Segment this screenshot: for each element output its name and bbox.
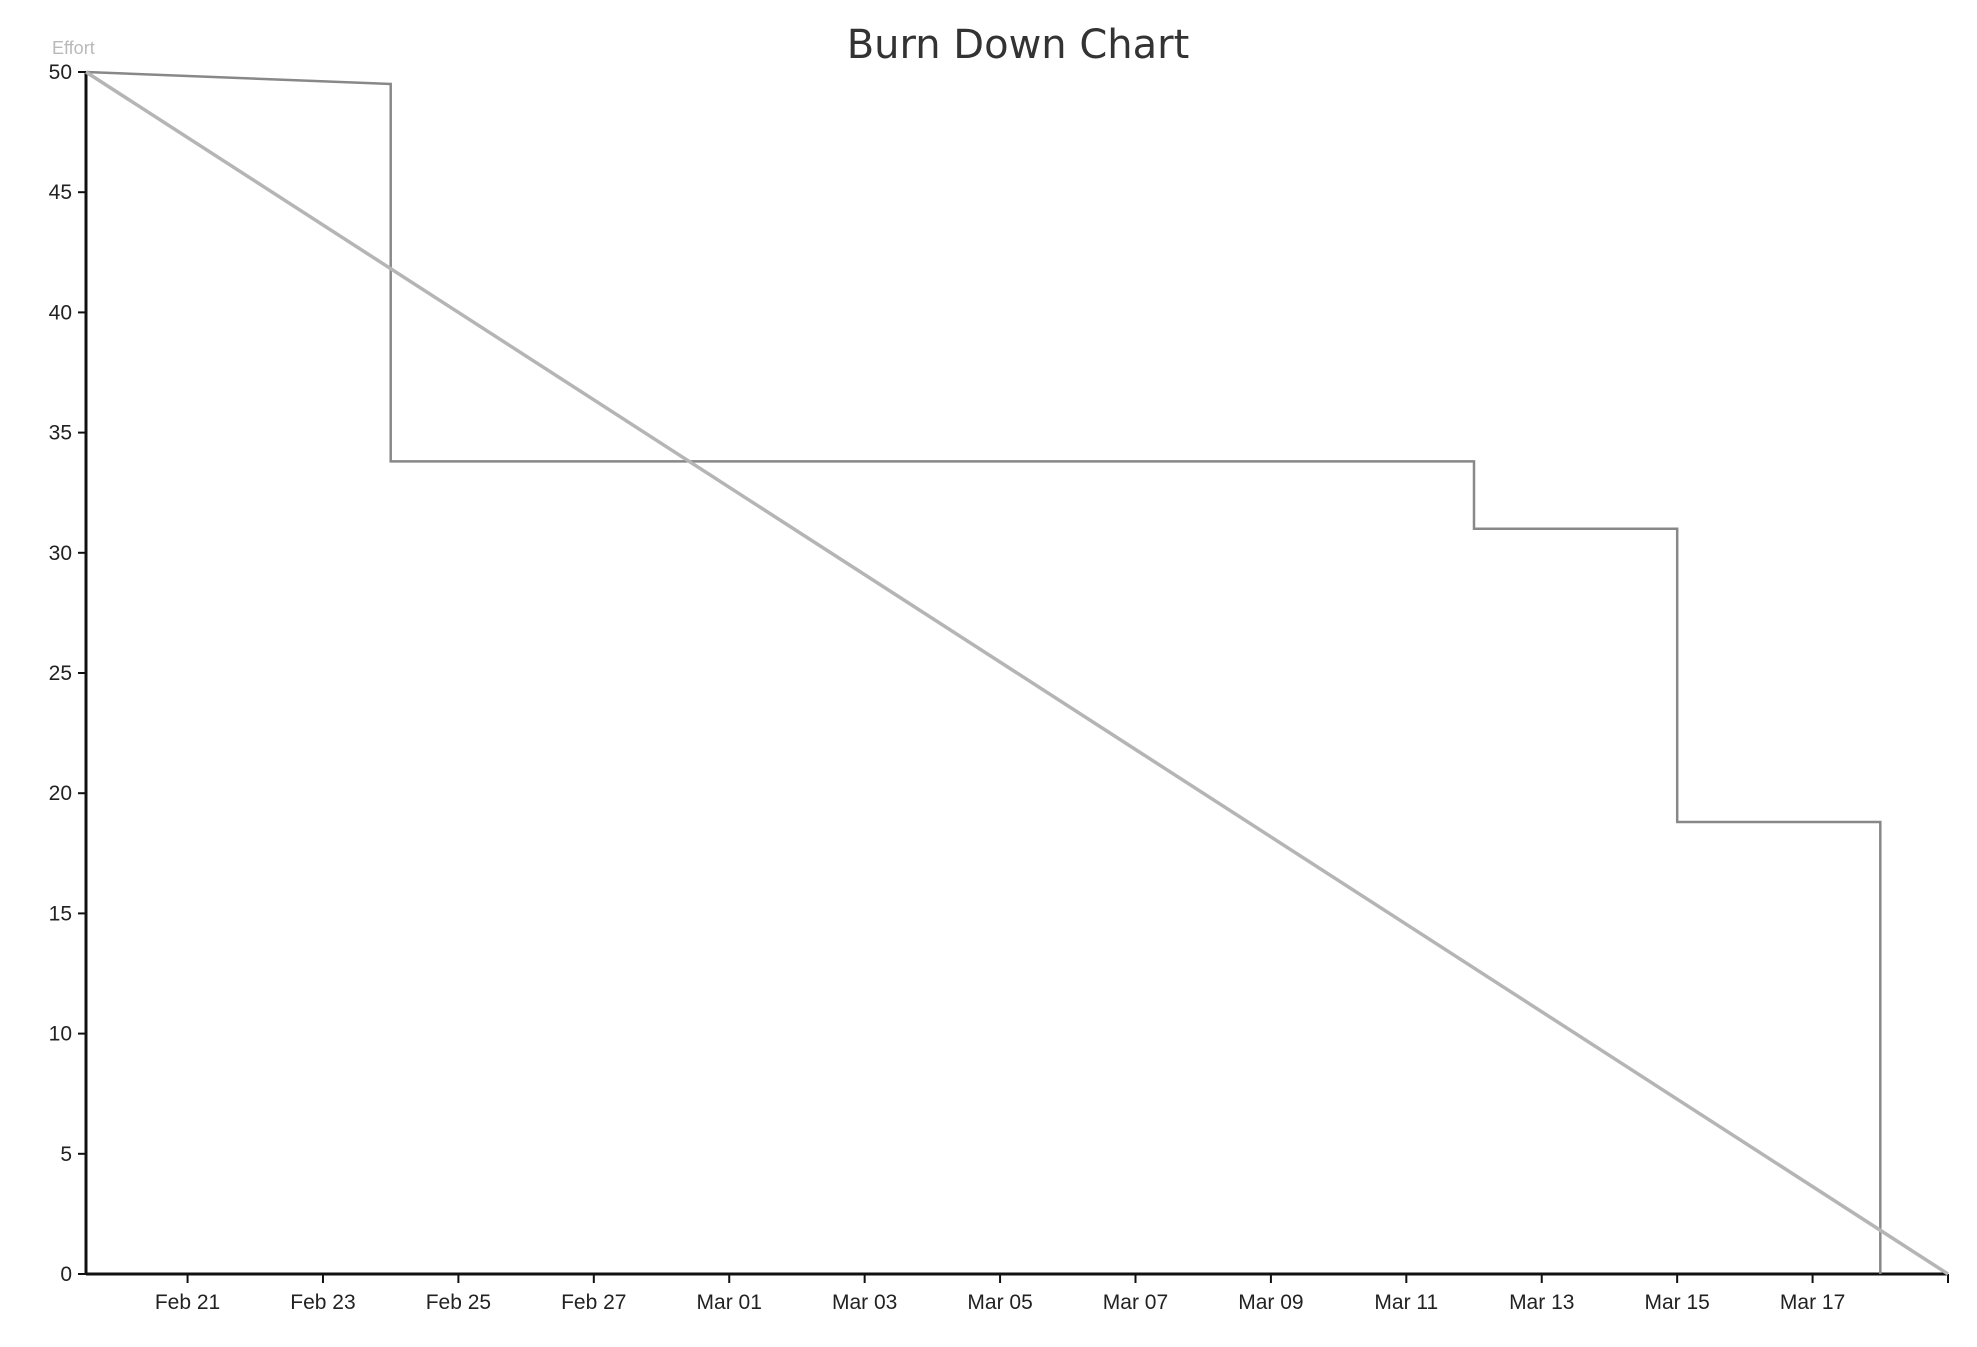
x-tick-label: Mar 11 xyxy=(1374,1291,1438,1314)
x-tick-label: Mar 17 xyxy=(1780,1291,1845,1314)
x-tick-label: Mar 03 xyxy=(832,1291,897,1314)
y-tick-label: 20 xyxy=(49,782,72,805)
x-tick-label: Feb 21 xyxy=(155,1291,220,1314)
y-tick-label: 10 xyxy=(49,1023,72,1046)
x-tick-label: Mar 01 xyxy=(697,1291,762,1314)
x-tick-label: Feb 23 xyxy=(290,1291,355,1314)
y-tick-label: 0 xyxy=(60,1263,72,1286)
y-tick-label: 25 xyxy=(49,662,72,685)
y-tick-label: 5 xyxy=(60,1143,72,1166)
actual-burndown-line xyxy=(85,70,1882,1274)
y-tick-label: 15 xyxy=(49,902,72,925)
x-tick-label: Feb 27 xyxy=(561,1291,626,1314)
y-axis-label: Effort xyxy=(52,38,95,58)
y-tick-label: 40 xyxy=(49,301,72,324)
y-tick-label: 50 xyxy=(49,61,72,84)
chart-title: Burn Down Chart xyxy=(847,22,1190,68)
x-tick-label: Mar 05 xyxy=(967,1291,1032,1314)
x-tick-label: Mar 09 xyxy=(1238,1291,1303,1314)
y-tick-label: 30 xyxy=(49,542,72,565)
y-tick-label: 35 xyxy=(49,422,72,445)
x-tick-label: Feb 25 xyxy=(426,1291,491,1314)
x-tick-label: Mar 13 xyxy=(1509,1291,1574,1314)
x-tick-label: Mar 07 xyxy=(1103,1291,1168,1314)
plot-area: 0 5 10 15 20 25 30 35 40 45 50 Feb 21 Feb 23 Feb 25 Fe… xyxy=(49,61,1949,1314)
ideal-burndown-line xyxy=(85,70,1949,1276)
x-tick-label: Mar 15 xyxy=(1644,1291,1709,1314)
y-tick-label: 45 xyxy=(49,181,72,204)
